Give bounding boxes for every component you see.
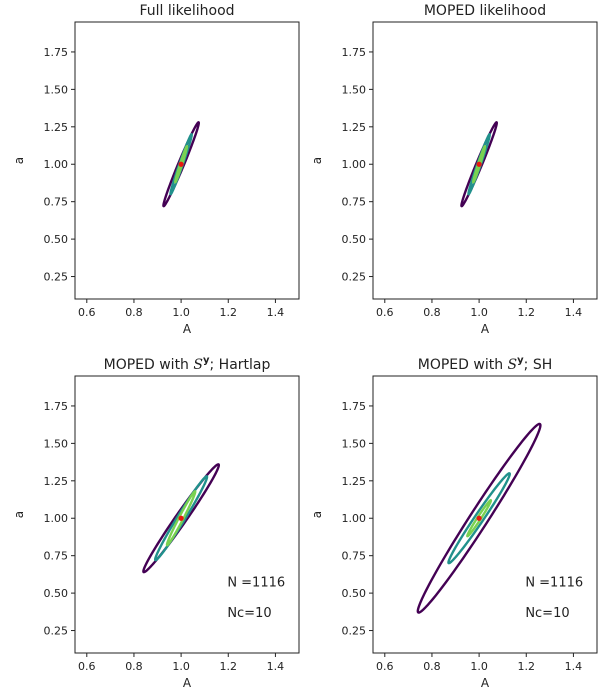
contour-level-1	[174, 144, 189, 184]
y-axis-label: a	[310, 157, 324, 164]
x-tick-label: 0.6	[78, 306, 96, 319]
x-tick-label: 1.4	[267, 306, 285, 319]
x-tick-label: 1.4	[565, 660, 583, 673]
x-tick-label: 1.0	[172, 660, 190, 673]
y-tick-label: 1.75	[44, 46, 69, 59]
x-tick-label: 0.8	[423, 660, 441, 673]
x-tick-label: 0.8	[125, 306, 143, 319]
annotation: Nc=10	[227, 606, 271, 621]
x-tick-label: 1.2	[518, 306, 536, 319]
y-tick-label: 1.50	[342, 437, 367, 450]
y-tick-label: 0.50	[44, 587, 69, 600]
center-point	[178, 515, 184, 521]
y-tick-label: 0.50	[44, 233, 69, 246]
x-tick-label: 1.2	[220, 306, 238, 319]
y-tick-label: 1.50	[44, 437, 69, 450]
axes-frame	[74, 21, 300, 300]
y-tick-label: 1.75	[342, 400, 367, 413]
y-tick-label: 0.50	[342, 587, 367, 600]
subplot-title: MOPED likelihood	[424, 3, 546, 19]
center-point	[178, 161, 184, 167]
x-tick-label: 0.6	[376, 660, 394, 673]
x-tick-label: 1.4	[565, 306, 583, 319]
y-tick-label: 0.50	[342, 233, 367, 246]
subplot-2: MOPED likelihood 0.6 0.8 1.0 1.2 1.4 0.25 0.50 0…	[310, 3, 598, 336]
center-point	[476, 161, 482, 167]
y-tick-label: 0.75	[342, 550, 367, 563]
y-tick-label: 1.00	[44, 512, 69, 525]
y-tick-label: 0.75	[44, 196, 69, 209]
x-axis-label: A	[183, 322, 192, 336]
axes-frame	[372, 375, 598, 654]
y-tick-label: 1.75	[44, 400, 69, 413]
subplot-1: Full likelihood 0.6 0.8 1.0 1.2 1.4 0.25 0.50 0.…	[12, 3, 300, 336]
contour-level-1	[472, 144, 487, 184]
subplot-4: MOPED with Sy; SH 0.6 0.8 1.0 1.2 1.4 0.25 0.50…	[310, 355, 598, 690]
x-tick-label: 1.0	[470, 660, 488, 673]
x-tick-label: 0.6	[376, 306, 394, 319]
y-tick-label: 0.75	[44, 550, 69, 563]
axes-frame	[74, 375, 300, 654]
subplot-title: MOPED with Sy; Hartlap	[104, 355, 271, 373]
y-tick-label: 0.25	[44, 625, 69, 638]
y-tick-label: 1.00	[342, 158, 367, 171]
y-tick-label: 1.25	[342, 475, 367, 488]
x-tick-label: 1.0	[470, 306, 488, 319]
x-tick-label: 1.4	[267, 660, 285, 673]
y-tick-label: 1.50	[44, 83, 69, 96]
annotation: N =1116	[227, 576, 285, 591]
annotation: N =1116	[525, 576, 583, 591]
contour-level-3	[416, 422, 542, 614]
x-tick-label: 1.2	[518, 660, 536, 673]
y-tick-label: 0.25	[342, 625, 367, 638]
subplot-3: MOPED with Sy; Hartlap 0.6 0.8 1.0 1.2 1.4 0.2…	[12, 355, 300, 690]
x-axis-label: A	[183, 676, 192, 690]
y-tick-label: 0.75	[342, 196, 367, 209]
y-tick-label: 1.25	[44, 121, 69, 134]
contour-level-2	[447, 472, 511, 565]
x-tick-label: 1.2	[220, 660, 238, 673]
x-tick-label: 1.0	[172, 306, 190, 319]
center-point	[476, 515, 482, 521]
x-tick-label: 0.8	[423, 306, 441, 319]
y-tick-label: 0.25	[44, 271, 69, 284]
y-axis-label: a	[12, 511, 26, 518]
subplot-title: Full likelihood	[139, 3, 234, 19]
y-tick-label: 1.25	[44, 475, 69, 488]
annotation: Nc=10	[525, 606, 569, 621]
y-tick-label: 1.00	[342, 512, 367, 525]
contour-level-1	[165, 490, 197, 547]
y-axis-label: a	[310, 511, 324, 518]
contour-level-1	[466, 499, 493, 538]
x-axis-label: A	[481, 676, 490, 690]
x-axis-label: A	[481, 322, 490, 336]
axes-frame	[372, 21, 598, 300]
y-tick-label: 1.75	[342, 46, 367, 59]
y-tick-label: 0.25	[342, 271, 367, 284]
subplot-title: MOPED with Sy; SH	[418, 355, 553, 373]
x-tick-label: 0.8	[125, 660, 143, 673]
y-tick-label: 1.50	[342, 83, 367, 96]
y-tick-label: 1.25	[342, 121, 367, 134]
x-tick-label: 0.6	[78, 660, 96, 673]
y-axis-label: a	[12, 157, 26, 164]
y-tick-label: 1.00	[44, 158, 69, 171]
